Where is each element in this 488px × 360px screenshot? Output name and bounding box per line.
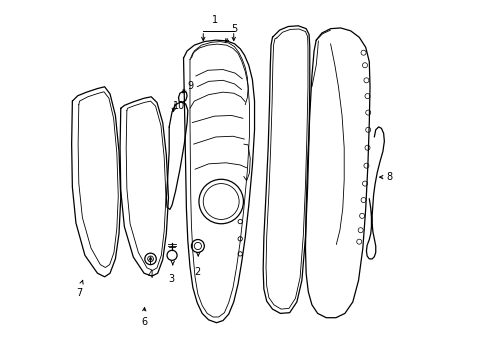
Text: 5: 5 xyxy=(231,24,237,34)
Text: 2: 2 xyxy=(194,267,200,277)
Text: 7: 7 xyxy=(76,288,82,298)
Text: 4: 4 xyxy=(147,270,153,280)
Text: 3: 3 xyxy=(168,274,174,284)
Text: 6: 6 xyxy=(141,317,147,327)
Text: 1: 1 xyxy=(212,15,218,25)
Text: 9: 9 xyxy=(187,81,193,91)
Text: 10: 10 xyxy=(172,101,184,111)
Text: 8: 8 xyxy=(386,172,392,182)
